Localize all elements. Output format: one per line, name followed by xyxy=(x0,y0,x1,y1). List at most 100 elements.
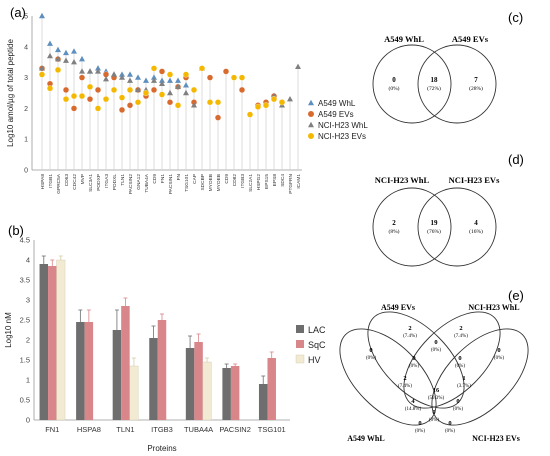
a-point-a549-whl xyxy=(135,74,141,80)
a-point-nci-h23-evs xyxy=(38,71,46,78)
a-x-tick-label: GNA12 xyxy=(136,174,142,190)
b-legend-label: SqC xyxy=(308,340,326,350)
venn-e-title-br: NCI-H23 EVs xyxy=(472,434,520,443)
a-point-nci-h23-evs xyxy=(214,99,222,106)
venn-e-region-pct: (7.4%) xyxy=(454,334,468,339)
a-point-a549-evs xyxy=(222,68,230,75)
a-y-tick-label: 5 xyxy=(24,14,28,21)
a-point-nci-h23-evs xyxy=(182,71,190,78)
a-x-tick-label: SDCBP xyxy=(200,174,206,191)
panel-a-chart: (a) 0 1 2 3 4 5 Log10 amol/µg of total peptide… xyxy=(6,5,368,194)
venn-d-right-pct: (16%) xyxy=(469,228,483,235)
a-point-a549-whl xyxy=(159,77,165,83)
a-point-a549-whl xyxy=(127,71,133,77)
b-bar-sqc xyxy=(84,322,94,420)
a-point-nci-h23-evs xyxy=(94,105,102,112)
panel-label-c: (c) xyxy=(508,10,523,25)
a-point-nci-h23-evs xyxy=(126,86,134,93)
venn-e-ellipse-1 xyxy=(339,328,437,426)
a-point-nci-h23-whl xyxy=(39,65,45,71)
a-x-tick-label: HSPA8 xyxy=(40,174,46,190)
venn-c-left-circle xyxy=(372,44,452,124)
b-y-tick-label: 2.5 xyxy=(20,316,30,325)
a-legend-marker xyxy=(308,121,314,128)
a-x-tick-label: SLC3A1 xyxy=(88,174,94,192)
b-y-tick-label: 3.5 xyxy=(20,276,30,285)
b-x-tick-label: FN1 xyxy=(45,425,59,434)
b-x-tick-label: PACSIN2 xyxy=(219,425,251,434)
a-point-nci-h23-evs xyxy=(70,93,78,100)
a-y-tick-label: 0 xyxy=(24,168,28,175)
a-point-nci-h23-evs xyxy=(62,96,70,103)
a-point-a549-evs xyxy=(214,114,222,121)
b-bar-sqc xyxy=(267,358,276,420)
venn-c-both-pct: (72%) xyxy=(427,85,441,92)
venn-e-region-pct: (0%) xyxy=(415,429,425,434)
a-point-a549-evs xyxy=(94,86,102,93)
a-legend-label: A549 WhL xyxy=(318,99,356,108)
a-legend-marker xyxy=(308,111,314,117)
b-bar-lac xyxy=(149,338,158,420)
a-legend-marker xyxy=(308,133,314,139)
b-legend-label: LAC xyxy=(308,325,326,335)
panel-b-legend: LAC SqC HV xyxy=(295,325,326,365)
panel-d-venn: (d) NCI-H23 WhL NCI-H23 EVs 2 (8%) 19 (7… xyxy=(372,152,524,267)
panel-label-d: (d) xyxy=(508,152,524,167)
a-point-a549-evs xyxy=(86,96,94,103)
a-point-a549-evs xyxy=(150,86,158,93)
venn-e-region-pct: (0%) xyxy=(455,364,465,369)
a-point-nci-h23-whl xyxy=(127,77,133,83)
a-x-tick-label: TUBA4A xyxy=(144,173,150,192)
a-point-nci-h23-evs xyxy=(150,65,158,72)
venn-d-right-count: 4 xyxy=(474,219,478,227)
b-bar-sqc xyxy=(48,266,57,420)
a-x-tick-label: TSG101 xyxy=(184,174,190,192)
a-x-tick-label: MYOEB xyxy=(216,174,222,191)
a-x-tick-label: CD63 xyxy=(64,174,70,187)
a-point-nci-h23-whl xyxy=(47,52,53,59)
a-point-nci-h23-whl xyxy=(287,95,293,102)
venn-e-region-pct: (0%) xyxy=(429,418,439,423)
venn-e-ellipse-4 xyxy=(431,328,529,426)
a-point-nci-h23-evs xyxy=(198,65,206,72)
a-point-nci-h23-evs xyxy=(262,102,270,109)
a-point-a549-whl xyxy=(63,49,69,56)
a-point-a549-evs xyxy=(62,86,70,93)
a-point-nci-h23-evs xyxy=(86,83,94,90)
a-point-a549-whl xyxy=(183,82,189,88)
venn-e-region-count: 0 xyxy=(432,409,435,416)
b-legend-swatch xyxy=(296,340,304,348)
venn-e-region-pct: (59.3%) xyxy=(428,396,445,401)
panel-a-legend: A549 WhL A549 EVs NCI-H23 WhL NCI-H23 EVs xyxy=(308,99,368,141)
a-point-a549-whl xyxy=(151,74,157,80)
a-point-a549-evs xyxy=(126,102,134,109)
a-point-a549-whl xyxy=(175,77,181,83)
a-point-a549-evs xyxy=(206,74,214,81)
venn-c-left-pct: (0%) xyxy=(389,85,400,92)
venn-e-region-count: 0 xyxy=(497,347,500,354)
venn-e-region-pct: (0%) xyxy=(366,356,376,361)
a-point-nci-h23-whl xyxy=(95,68,101,74)
a-point-nci-h23-whl xyxy=(175,83,181,90)
a-point-a549-whl xyxy=(95,65,101,71)
venn-c-right-title: A549 EVs xyxy=(452,34,489,44)
a-x-tick-label: SLC2A1 xyxy=(248,174,254,192)
a-point-nci-h23-evs xyxy=(238,74,246,81)
a-point-a549-whl xyxy=(119,71,125,77)
venn-d-left-pct: (8%) xyxy=(389,228,400,235)
venn-e-region-pct: (7.4%) xyxy=(398,384,412,389)
panel-label-e: (e) xyxy=(508,288,524,303)
b-bar-hv xyxy=(202,361,212,421)
a-x-tick-label: FN xyxy=(176,173,182,180)
a-legend-label: A549 EVs xyxy=(318,110,354,119)
a-x-tick-label: TLN1 xyxy=(120,174,126,186)
a-legend-marker xyxy=(308,99,314,106)
a-point-nci-h23-evs xyxy=(206,99,214,106)
a-point-nci-h23-whl xyxy=(55,55,61,62)
a-point-nci-h23-whl xyxy=(191,102,197,108)
venn-e-region-labels: 2 (7.4%) 2 (7.4%) 0 (0%) 0 (0%) 0 (0%) 0 (0%) 0 (0%) 2… xyxy=(366,325,504,434)
venn-e-region-count: 16 xyxy=(433,387,440,394)
panel-a-axes: 0 1 2 3 4 5 Log10 amol/µg of total peptide HSPA… xyxy=(6,14,302,194)
b-y-tick-label: 0 xyxy=(26,416,30,425)
venn-e-region-pct: (0%) xyxy=(445,429,455,434)
